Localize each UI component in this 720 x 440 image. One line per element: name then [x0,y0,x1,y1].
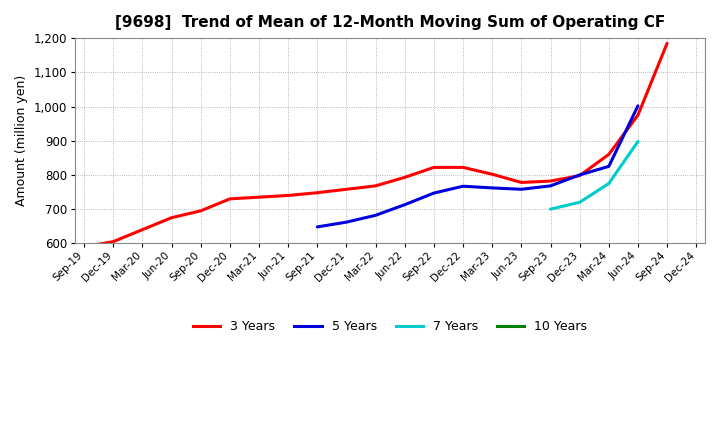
Line: 7 Years: 7 Years [551,141,638,209]
3 Years [342,187,351,192]
7 Years [634,139,642,144]
3 Years [372,183,380,188]
3 Years [575,173,584,178]
5 Years [546,183,555,188]
3 Years [197,208,205,213]
3 Years [430,165,438,170]
3 Years [167,215,176,220]
5 Years [430,191,438,196]
Line: 5 Years: 5 Years [318,106,638,227]
5 Years [634,103,642,109]
7 Years [605,181,613,186]
3 Years [517,180,526,185]
Legend: 3 Years, 5 Years, 7 Years, 10 Years: 3 Years, 5 Years, 7 Years, 10 Years [188,315,593,338]
3 Years [313,190,322,195]
Y-axis label: Amount (million yen): Amount (million yen) [15,75,28,206]
5 Years [488,185,497,191]
7 Years [546,206,555,212]
3 Years [488,172,497,177]
5 Years [459,183,467,189]
3 Years [255,194,264,200]
3 Years [400,175,409,180]
5 Years [575,172,584,178]
3 Years [459,165,467,170]
5 Years [342,220,351,225]
3 Years [605,152,613,157]
5 Years [517,187,526,192]
Line: 3 Years: 3 Years [84,43,667,247]
3 Years [634,113,642,118]
5 Years [605,164,613,169]
3 Years [80,244,89,249]
Title: [9698]  Trend of Mean of 12-Month Moving Sum of Operating CF: [9698] Trend of Mean of 12-Month Moving … [115,15,665,30]
3 Years [546,179,555,184]
3 Years [138,227,147,232]
7 Years [575,200,584,205]
3 Years [225,196,234,202]
3 Years [109,239,117,244]
3 Years [284,193,292,198]
5 Years [400,202,409,207]
3 Years [663,40,672,46]
5 Years [313,224,322,230]
5 Years [372,213,380,218]
